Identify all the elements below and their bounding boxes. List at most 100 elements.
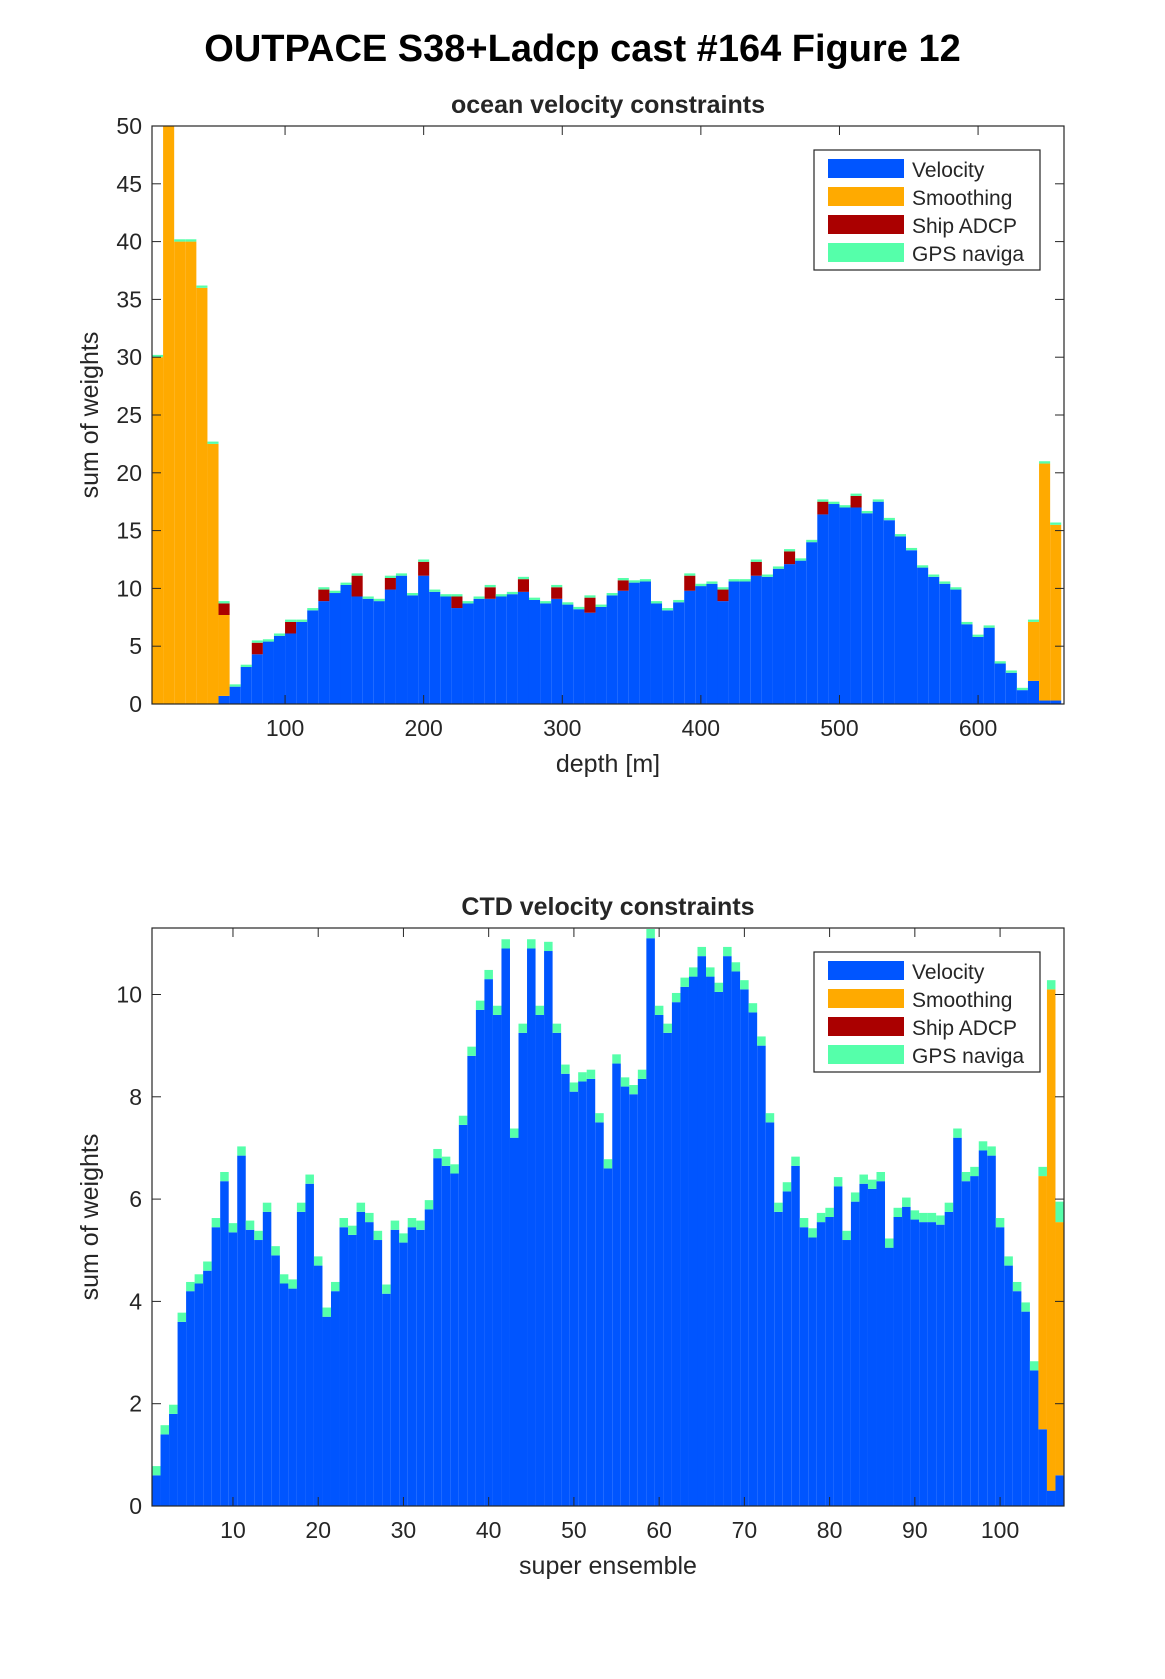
bar-gps-naviga <box>535 1005 545 1015</box>
bar-velocity <box>637 1078 647 1506</box>
y-axis-label: sum of weights <box>76 332 104 499</box>
bar-velocity <box>433 1158 442 1506</box>
bar-smoothing <box>1055 1222 1064 1476</box>
bar-gps-naviga <box>273 633 286 636</box>
x-tick-label: 400 <box>682 715 720 741</box>
bar-velocity <box>1038 1429 1047 1506</box>
bar-ship-adcp <box>418 561 430 576</box>
bar-velocity <box>384 589 396 704</box>
bar-gps-naviga <box>285 619 297 622</box>
bar-gps-naviga <box>1046 980 1056 990</box>
bar-velocity <box>950 589 962 704</box>
bar-velocity <box>462 603 474 704</box>
bar-velocity <box>717 601 729 704</box>
bar-gps-naviga <box>424 1200 434 1210</box>
bar-gps-naviga <box>671 992 681 1003</box>
bar-velocity <box>697 956 707 1506</box>
y-tick-label: 25 <box>116 402 142 428</box>
bar-gps-naviga <box>509 1128 519 1138</box>
bar-gps-naviga <box>905 547 918 551</box>
x-tick-label: 20 <box>305 1517 331 1543</box>
bar-velocity <box>919 1222 928 1506</box>
x-tick-label: 200 <box>404 715 442 741</box>
bar-gps-naviga <box>160 1425 170 1435</box>
bar-velocity <box>859 1183 868 1506</box>
bar-gps-naviga <box>595 604 607 607</box>
bar-gps-naviga <box>211 1218 221 1228</box>
bar-velocity <box>728 581 740 704</box>
legend-label: Ship ADCP <box>912 215 1017 238</box>
bar-gps-naviga <box>382 1284 391 1294</box>
x-tick-label: 100 <box>981 1517 1019 1543</box>
legend-label: Smoothing <box>912 989 1012 1012</box>
bar-velocity <box>340 584 352 704</box>
bar-gps-naviga <box>680 977 689 987</box>
bar-gps-naviga <box>894 534 906 537</box>
bar-velocity <box>850 1201 860 1506</box>
bar-ship-adcp <box>351 575 363 597</box>
bar-velocity <box>1005 672 1017 704</box>
bar-ship-adcp <box>717 589 729 602</box>
bar-gps-naviga <box>1004 1256 1013 1266</box>
bar-velocity <box>177 1321 187 1506</box>
bar-velocity <box>1021 1311 1030 1506</box>
bar-velocity <box>795 560 807 704</box>
bar-gps-naviga <box>919 1212 928 1223</box>
legend-swatch <box>828 243 904 262</box>
legend-label: Velocity <box>912 961 985 984</box>
bar-gps-naviga <box>395 573 408 576</box>
bar-velocity <box>910 1219 920 1506</box>
bar-velocity <box>757 1045 766 1506</box>
bar-gps-naviga <box>876 1171 886 1182</box>
bar-gps-naviga <box>254 1230 263 1241</box>
bar-gps-naviga <box>740 980 749 990</box>
bar-velocity <box>562 604 574 704</box>
bar-smoothing <box>185 241 197 704</box>
bar-ship-adcp <box>850 495 862 508</box>
bar-velocity <box>662 610 674 704</box>
bar-gps-naviga <box>765 1113 775 1123</box>
bar-gps-naviga <box>399 1233 408 1243</box>
bar-velocity <box>978 1150 988 1506</box>
bar-gps-naviga <box>152 1466 161 1476</box>
bar-gps-naviga <box>441 1156 451 1166</box>
bar-gps-naviga <box>825 1207 834 1217</box>
bar-velocity <box>994 663 1006 704</box>
bar-gps-naviga <box>251 640 263 643</box>
bar-gps-naviga <box>717 587 729 590</box>
bar-gps-naviga <box>433 1148 442 1159</box>
bar-velocity <box>296 621 308 704</box>
bar-velocity <box>1012 1291 1022 1506</box>
bar-gps-naviga <box>595 1113 604 1123</box>
legend-swatch <box>828 989 904 1008</box>
bar-gps-naviga <box>462 601 474 604</box>
bar-ship-adcp <box>484 587 496 599</box>
bar-gps-naviga <box>506 591 518 595</box>
bar-ship-adcp <box>384 577 396 590</box>
y-tick-label: 5 <box>129 633 142 659</box>
bar-velocity <box>271 1255 280 1506</box>
bar-smoothing <box>1039 463 1051 701</box>
bar-gps-naviga <box>936 1215 945 1225</box>
bar-gps-naviga <box>748 1003 758 1013</box>
bar-gps-naviga <box>492 1005 502 1015</box>
bar-velocity <box>152 1475 161 1506</box>
bar-gps-naviga <box>994 661 1006 664</box>
figure-title: OUTPACE S38+Ladcp cast #164 Figure 12 <box>204 28 961 70</box>
bar-gps-naviga <box>706 581 718 584</box>
legend-label: GPS naviga <box>912 243 1024 266</box>
bar-gps-naviga <box>928 574 940 577</box>
bar-gps-naviga <box>646 929 655 939</box>
bar-velocity <box>573 609 585 704</box>
x-axis-label: depth [m] <box>556 750 660 778</box>
bar-gps-naviga <box>872 499 884 502</box>
bar-gps-naviga <box>1016 687 1028 691</box>
bar-gps-naviga <box>808 1228 817 1238</box>
bar-velocity <box>939 583 951 704</box>
bar-gps-naviga <box>697 946 707 957</box>
bar-velocity <box>839 507 851 704</box>
bar-velocity <box>603 1168 613 1506</box>
bar-smoothing <box>207 443 219 704</box>
x-tick-label: 60 <box>646 1517 672 1543</box>
bar-gps-naviga <box>203 1261 212 1271</box>
